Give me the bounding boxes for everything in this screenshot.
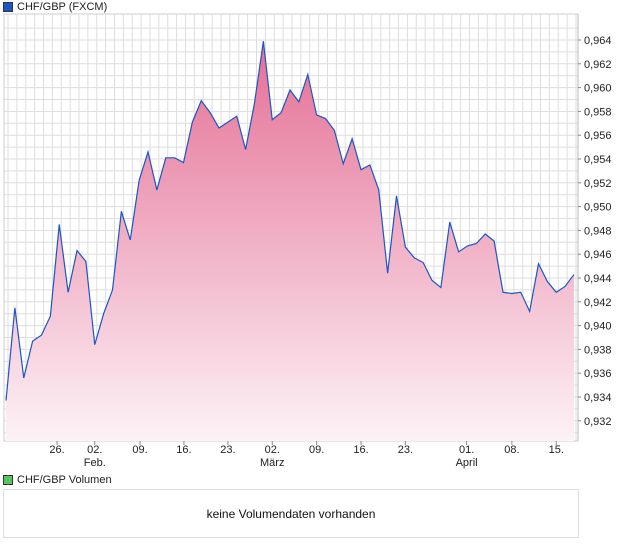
y-tick-label: 0,942: [584, 297, 612, 309]
y-tick-label: 0,952: [584, 178, 612, 190]
x-tick-month-label: April: [456, 457, 478, 469]
x-tick-month-label: März: [260, 457, 284, 469]
y-tick-label: 0,964: [584, 35, 612, 47]
x-tick-label: 09.: [309, 444, 324, 456]
y-tick-label: 0,934: [584, 392, 612, 404]
legend-label: CHF/GBP Volumen: [17, 474, 112, 486]
y-tick-label: 0,938: [584, 344, 612, 356]
y-tick-label: 0,960: [584, 83, 612, 95]
y-tick-label: 0,962: [584, 59, 612, 71]
legend-swatch: [3, 2, 13, 12]
x-tick-label: 02.: [87, 444, 102, 456]
y-tick-label: 0,932: [584, 416, 612, 428]
x-tick-label: 08.: [504, 444, 519, 456]
y-tick-label: 0,940: [584, 321, 612, 333]
main-legend: CHF/GBP (FXCM): [3, 1, 107, 13]
x-tick-month-label: Feb.: [84, 457, 106, 469]
y-tick-label: 0,954: [584, 154, 612, 166]
y-tick-label: 0,950: [584, 202, 612, 214]
x-tick-label: 16.: [353, 444, 368, 456]
x-tick-label: 26.: [49, 444, 64, 456]
x-tick-label: 02.: [265, 444, 280, 456]
y-tick-label: 0,956: [584, 130, 612, 142]
legend-label: CHF/GBP (FXCM): [17, 1, 108, 13]
x-tick-label: 16.: [176, 444, 191, 456]
y-tick-label: 0,944: [584, 273, 612, 285]
x-tick-label: 23.: [220, 444, 235, 456]
area-fill: [6, 41, 574, 441]
x-tick-label: 15.: [549, 444, 564, 456]
legend-swatch: [3, 475, 13, 485]
x-tick-label: 09.: [132, 444, 147, 456]
volume-legend: CHF/GBP Volumen: [3, 474, 112, 486]
y-tick-label: 0,948: [584, 225, 612, 237]
price-chart: 0,932 0,934 0,936 0,938 0,940 0,942 0,944 0,946…: [3, 13, 612, 469]
y-tick-label: 0,958: [584, 106, 612, 118]
y-tick-label: 0,936: [584, 368, 612, 380]
volume-empty-message: keine Volumendaten vorhanden: [206, 506, 376, 521]
x-tick-label: 01.: [459, 444, 474, 456]
volume-panel: keine Volumendaten vorhanden: [3, 489, 579, 538]
y-tick-label: 0,946: [584, 249, 612, 261]
x-tick-label: 23.: [398, 444, 413, 456]
